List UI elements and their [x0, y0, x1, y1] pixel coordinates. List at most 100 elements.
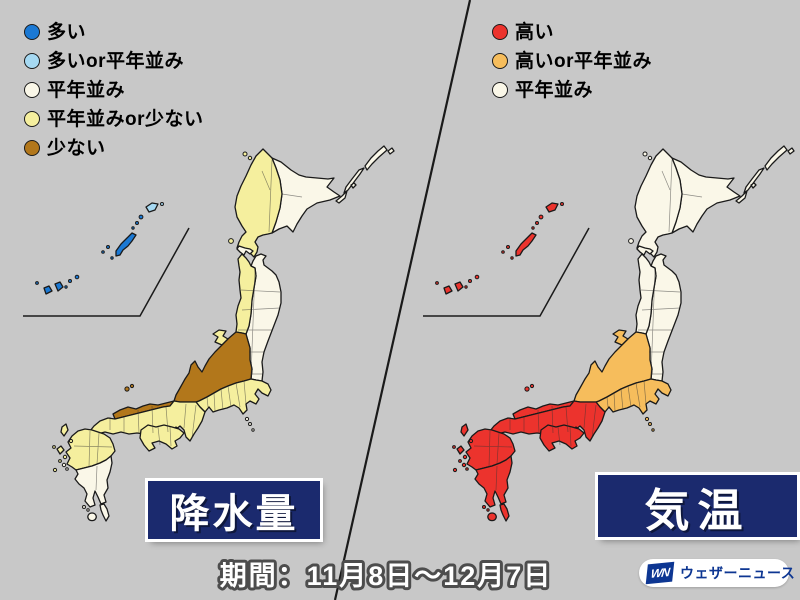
region-amami_north_dot	[160, 202, 164, 206]
region-kinki_chugoku	[89, 400, 206, 442]
legend-color-dot	[24, 111, 40, 127]
region-koshiki	[465, 467, 469, 471]
prefecture-borders	[473, 159, 703, 491]
region-amami_south	[538, 214, 544, 220]
legend-color-dot	[24, 82, 40, 98]
region-goto_dots	[462, 454, 468, 460]
region-izu_islands	[244, 416, 250, 422]
region-rishiri	[642, 151, 648, 157]
region-oshima_tip	[236, 245, 254, 256]
region-izu_islands	[651, 428, 655, 432]
region-goto_dots	[62, 454, 68, 460]
legend-item: 高い	[492, 21, 652, 43]
region-okinawa_dots	[501, 250, 505, 254]
region-kinki_chugoku	[489, 400, 606, 442]
region-osumi_dots	[486, 508, 490, 512]
region-osumi_dots	[86, 508, 90, 512]
region-osumi_main	[87, 503, 110, 522]
weathernews-logo-text: ウェザーニュース	[680, 565, 796, 581]
weathernews-logo: WN ウェザーニュース	[639, 559, 795, 587]
region-sakishima_dots	[464, 285, 468, 289]
region-kyushu_south	[474, 455, 513, 508]
region-okinawa_main	[515, 232, 537, 257]
region-hokkaido_west	[234, 148, 283, 258]
region-okushiri	[628, 238, 634, 244]
region-amami_south	[135, 221, 139, 225]
legend-color-dot	[24, 140, 40, 156]
region-tsushima	[60, 423, 69, 437]
region-koshiki	[65, 467, 69, 471]
period-text: 期間：11月8日〜12月7日	[220, 561, 553, 591]
region-amami_south	[138, 214, 144, 220]
legend-color-dot	[492, 24, 508, 40]
region-iki	[68, 438, 74, 444]
region-sakishima_dots	[64, 285, 68, 289]
region-kurils	[335, 145, 395, 204]
region-okushiri	[228, 238, 234, 244]
legend-item: 高いor平年並み	[492, 50, 652, 72]
region-kurils	[735, 145, 795, 204]
region-danjo	[452, 467, 458, 473]
region-amami_north	[545, 202, 559, 213]
region-iki	[468, 438, 474, 444]
legend-item: 平年並み	[492, 79, 652, 101]
okinawa-inset-border	[23, 227, 190, 317]
region-okinawa_dots	[506, 245, 510, 249]
region-sakishima_dots	[35, 281, 39, 285]
region-shikoku	[539, 424, 585, 452]
weathernews-logo-mark-icon: WN	[645, 561, 675, 585]
maps-layer	[23, 145, 795, 522]
panel-divider-line	[333, 0, 472, 600]
region-oki	[529, 383, 535, 389]
region-sakishima_dots	[468, 279, 472, 283]
precipitation-legend: 多い 多いor平年並み 平年並み 平年並みor少ない 少ない	[24, 21, 204, 159]
region-sakishima_main	[443, 281, 464, 295]
legend-item-label: 少ない	[47, 137, 106, 159]
region-amami_south	[531, 226, 535, 230]
region-osumi_dots	[482, 505, 486, 509]
region-izu_islands	[644, 416, 650, 422]
legend-item: 少ない	[24, 137, 204, 159]
temperature-map-title: 気温	[598, 475, 797, 537]
region-hokkaido_west	[634, 148, 683, 258]
legend-item: 多いor平年並み	[24, 50, 204, 72]
region-shikoku	[139, 424, 185, 452]
region-rishiri	[247, 155, 253, 161]
region-oki	[129, 383, 135, 389]
legend-item-label: 平年並み	[47, 79, 126, 101]
region-osumi_dots	[82, 505, 86, 509]
region-rishiri	[647, 155, 653, 161]
region-izu_islands	[251, 428, 255, 432]
legend-color-dot	[492, 82, 508, 98]
region-goto_main	[56, 445, 65, 455]
legend-color-dot	[492, 53, 508, 69]
region-oshima_tip	[636, 245, 654, 256]
map-temperature	[423, 145, 795, 522]
region-okinawa_dots	[110, 256, 114, 260]
region-oki	[124, 386, 130, 392]
region-amami_north	[145, 202, 159, 213]
okinawa-inset-border	[423, 227, 590, 317]
legend-item-label: 高い	[515, 21, 555, 43]
region-okinawa_dots	[106, 245, 110, 249]
map-precipitation	[23, 145, 395, 522]
precipitation-map-title: 降水量	[148, 481, 320, 539]
region-goto_dots	[58, 459, 62, 463]
region-okinawa_dots	[101, 250, 105, 254]
region-goto_main	[456, 445, 465, 455]
region-izu_islands	[648, 422, 652, 426]
prefecture-borders	[73, 159, 303, 491]
legend-item: 平年並み	[24, 79, 204, 101]
legend-item-label: 多いor平年並み	[47, 50, 185, 72]
region-kyushu_south	[74, 455, 113, 508]
region-koshiki	[461, 462, 467, 468]
region-osumi_main	[487, 503, 510, 522]
region-sakishima_dots	[74, 274, 80, 280]
region-sakishima_main	[43, 281, 64, 295]
legend-item-label: 高いor平年並み	[515, 50, 653, 72]
legend-color-dot	[24, 24, 40, 40]
region-rishiri	[242, 151, 248, 157]
region-amami_north_dot	[560, 202, 564, 206]
